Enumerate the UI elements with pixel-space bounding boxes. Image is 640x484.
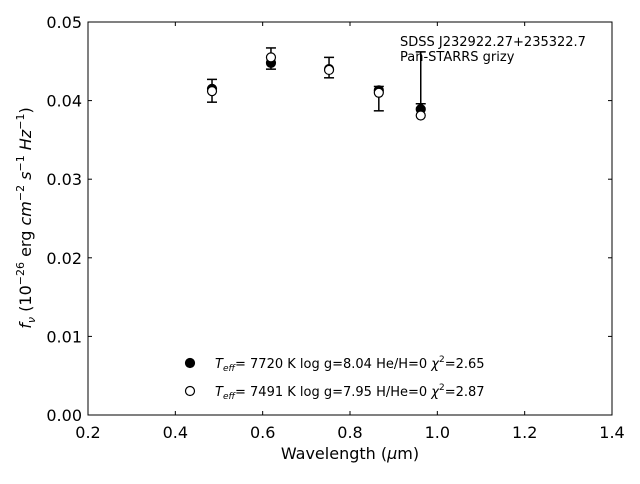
x-tick-label: 1.4 <box>599 423 624 442</box>
y-tick-label: 0.03 <box>46 170 82 189</box>
legend-marker-open <box>184 385 196 397</box>
model-point-open <box>323 64 335 76</box>
model-point-open <box>206 86 218 97</box>
x-tick-label: 0.6 <box>250 423 275 442</box>
y-tick-label: 0.01 <box>46 327 82 346</box>
model-point-open <box>265 52 277 63</box>
annotation-object-name: SDSS J232922.27+235322.7 <box>400 35 586 50</box>
legend-marker-filled <box>184 357 196 369</box>
x-tick-label: 0.2 <box>75 423 100 442</box>
axis-ticks: 0.2 0.4 0.6 0.8 1.0 1.2 1.4 0.00 0.01 0.02 0.03 0.0… <box>46 13 624 442</box>
legend-label-open: Teff= 7491 K log g=7.95 H/He=0 χ2=2.87 <box>215 383 485 402</box>
y-tick-label: 0.02 <box>46 249 82 268</box>
y-tick-label: 0.04 <box>46 92 82 111</box>
legend-label-filled: Teff= 7720 K log g=8.04 He/H=0 χ2=2.65 <box>215 355 485 374</box>
y-tick-label: 0.05 <box>46 13 82 32</box>
model-point-open <box>415 110 426 121</box>
x-tick-label: 0.4 <box>163 423 188 442</box>
x-tick-label: 0.8 <box>337 423 362 442</box>
data-points <box>206 52 426 121</box>
x-axis-label: Wavelength (μm) <box>281 444 419 463</box>
annotation-survey: Pan-STARRS grizy <box>400 50 515 65</box>
x-tick-label: 1.2 <box>512 423 537 442</box>
y-tick-label: 0.00 <box>46 406 82 425</box>
model-point-open <box>373 87 384 98</box>
error-bars <box>207 47 426 112</box>
legend: Teff= 7720 K log g=8.04 He/H=0 χ2=2.65 T… <box>184 355 485 402</box>
y-axis-label: fν (10−26 erg cm−2 s−1 Hz−1) <box>14 107 38 328</box>
x-tick-label: 1.0 <box>425 423 450 442</box>
